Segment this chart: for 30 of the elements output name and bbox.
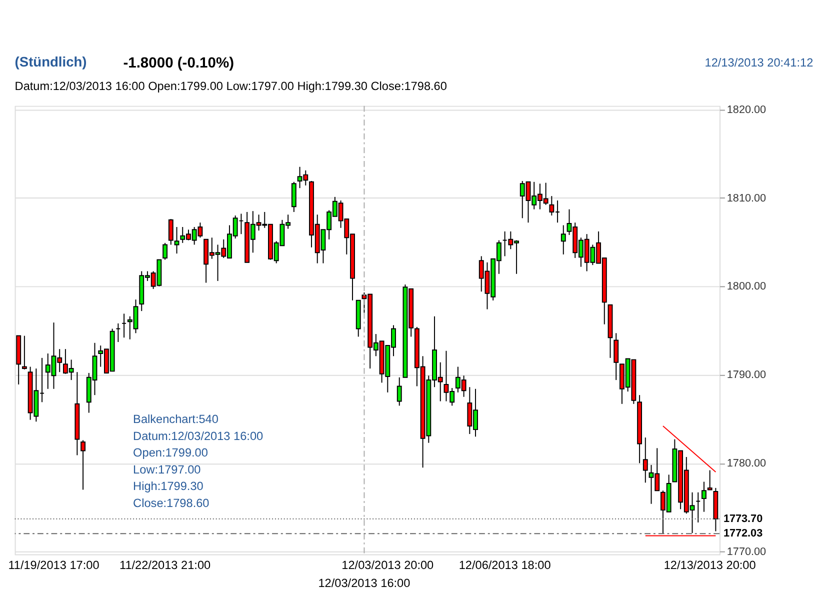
- x-tick-label: 12/03/2013 16:00: [318, 576, 411, 590]
- y-tick-label: 1770.00: [726, 546, 766, 558]
- x-tick-label: 12/13/2013 20:00: [664, 558, 756, 572]
- candlestick: [22, 335, 27, 370]
- x-tick-label: 11/22/2013 21:00: [119, 558, 212, 572]
- x-tick-label: 12/03/2013 20:00: [342, 558, 434, 572]
- text: 12/13/2013 20:41:12: [704, 55, 814, 70]
- chart-title: (Stündlich): [14, 54, 87, 70]
- candlestick: [396, 376, 402, 406]
- candlestick: [80, 440, 86, 490]
- y-tick-label: 1800.00: [726, 280, 766, 293]
- candlestick: [560, 224, 566, 255]
- candlestick: [642, 437, 648, 484]
- text: Datum:12/03/2013 16:00 Open:1799.00 Low:1797.00 High:1799.30 Close:1798.60: [14, 79, 447, 94]
- x-tick-label: 12/06/2013 18:00: [458, 558, 552, 572]
- y-tick-label: 1780.00: [726, 458, 766, 470]
- annotation: Datum:12/03/2013 16:00 Open:1799.00 Low:1797.00 High:1799.30 Close:1798.60: [133, 428, 264, 510]
- candlestick: [707, 470, 712, 490]
- y-tick-label: 1790.00: [726, 369, 766, 382]
- candlestick: [162, 242, 168, 260]
- y-tick-label: 1820.00: [726, 104, 766, 116]
- candlestick: [614, 332, 619, 381]
- text: -1.8000 (-0.10%): [123, 55, 234, 72]
- y-tick-label: 1810.00: [726, 192, 766, 204]
- x-tick-label: 11/19/2013 17:00: [8, 558, 100, 572]
- ref-line-label: 1773.70: [723, 512, 763, 525]
- ref-line-label: 1772.03: [723, 528, 763, 540]
- candlestick: [291, 181, 296, 212]
- annotation: Balkenchart:540: [133, 412, 219, 426]
- candlestick: [702, 481, 706, 512]
